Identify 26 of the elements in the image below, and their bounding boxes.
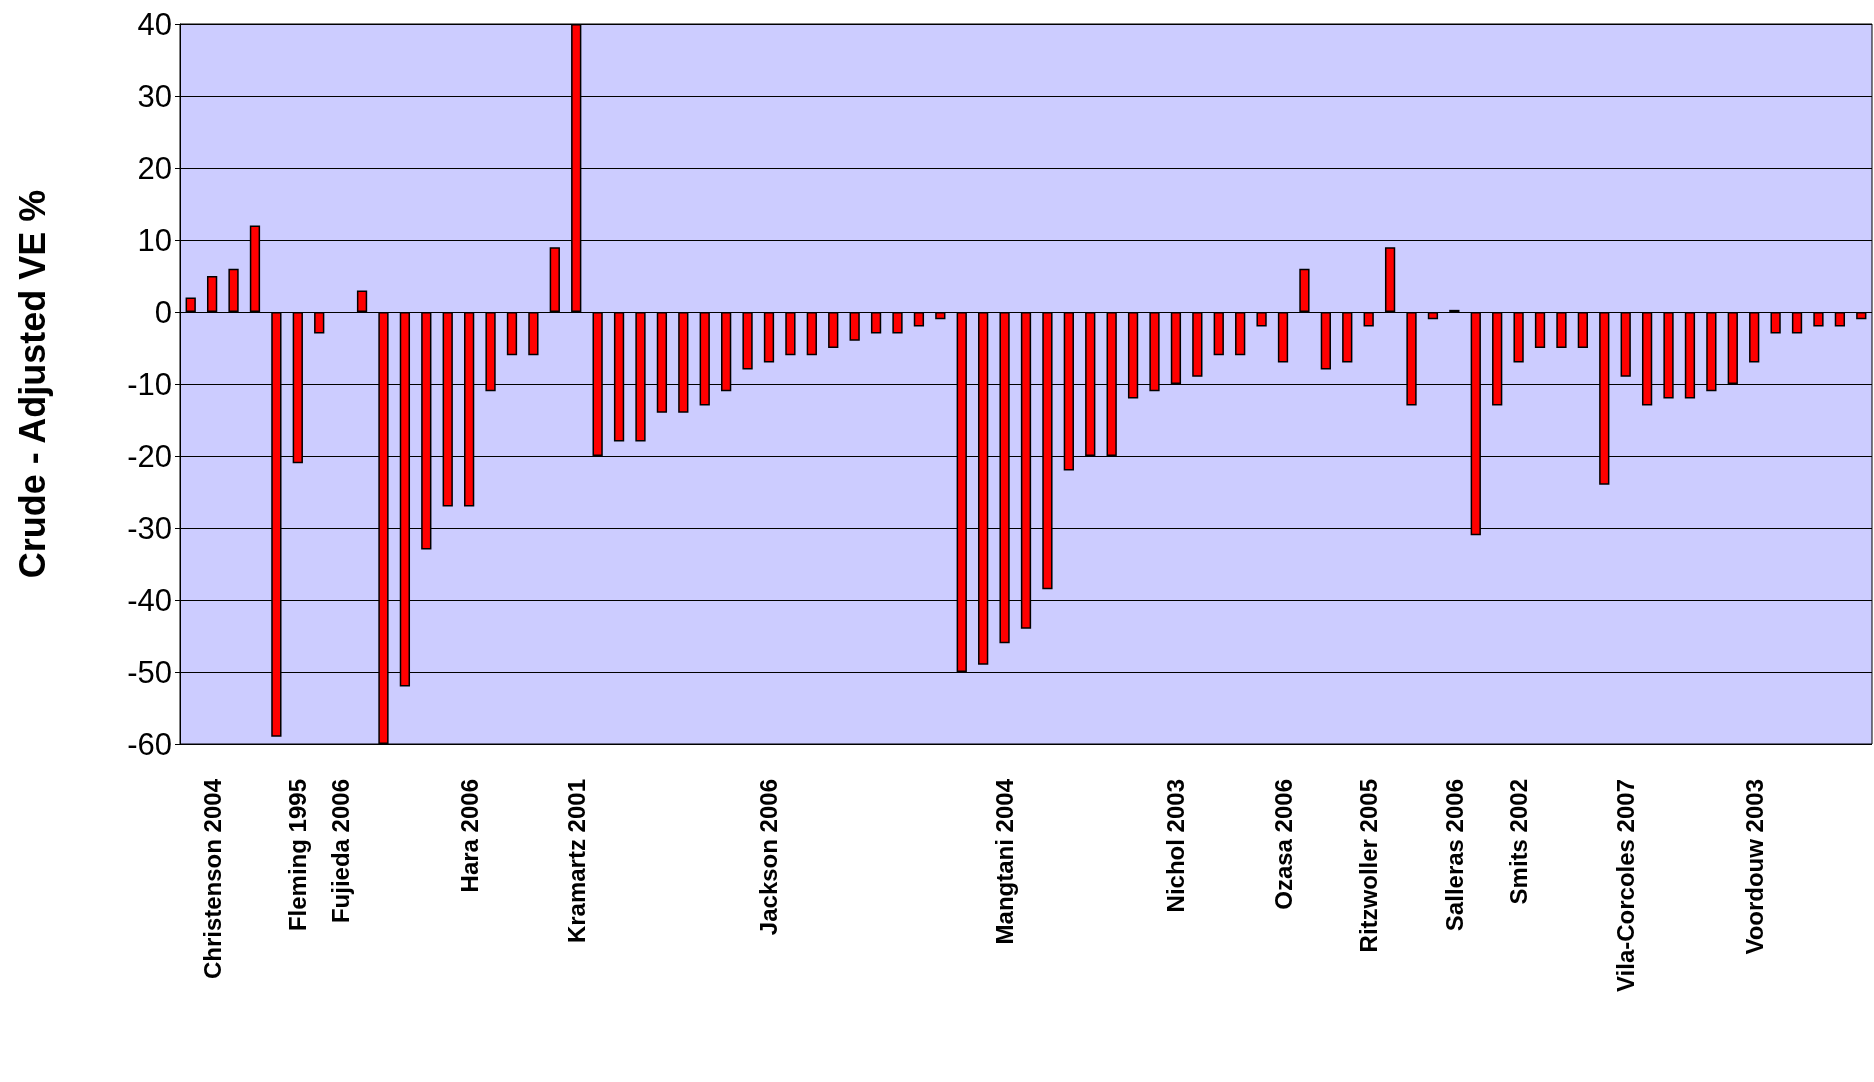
x-tick-label: Fleming 1995 <box>284 779 312 932</box>
y-tick-label: 40 <box>137 6 172 42</box>
y-tick-label: 10 <box>137 222 172 258</box>
y-tick-label: -20 <box>127 438 172 474</box>
y-tick-label: -30 <box>127 510 172 546</box>
y-tick-label: -40 <box>127 582 172 618</box>
x-tick-label: Kramartz 2001 <box>562 779 590 944</box>
y-tick-label: 30 <box>137 78 172 114</box>
x-tick-label: Ozasa 2006 <box>1269 779 1297 910</box>
y-axis-title: Crude - Adjusted VE % <box>11 189 53 579</box>
x-tick-label: Ritzwoller 2005 <box>1355 779 1383 953</box>
y-tick-label: -50 <box>127 654 172 690</box>
x-tick-label: Voordouw 2003 <box>1740 779 1768 955</box>
x-tick-label: Mangtani 2004 <box>991 778 1019 945</box>
x-tick-label: Smits 2002 <box>1505 779 1533 905</box>
x-tick-label: Christenson 2004 <box>198 778 226 980</box>
x-tick-label: Salleras 2006 <box>1440 779 1468 932</box>
x-tick-label: Vila-Corcoles 2007 <box>1612 779 1640 993</box>
x-tick-label: Fujieda 2006 <box>327 779 355 924</box>
y-tick-label: 20 <box>137 150 172 186</box>
x-tick-label: Nichol 2003 <box>1162 779 1190 913</box>
x-tick-label: Jackson 2006 <box>755 779 783 936</box>
x-tick-label: Hara 2006 <box>455 779 483 893</box>
y-tick-label: 0 <box>154 294 172 330</box>
y-tick-label: -60 <box>127 726 172 762</box>
y-tick-label: -10 <box>127 366 172 402</box>
